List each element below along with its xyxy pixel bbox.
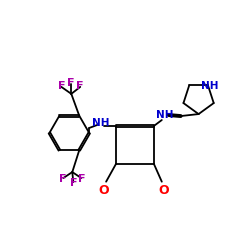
Text: F: F <box>58 81 65 91</box>
Text: O: O <box>99 184 110 197</box>
Text: F: F <box>66 78 74 88</box>
Text: F: F <box>58 174 66 184</box>
Text: O: O <box>158 184 169 197</box>
Text: NH: NH <box>201 81 218 91</box>
Text: F: F <box>78 174 86 184</box>
Text: F: F <box>76 81 83 91</box>
Text: F: F <box>70 178 77 188</box>
Text: NH: NH <box>156 110 174 120</box>
Text: NH: NH <box>92 118 110 128</box>
